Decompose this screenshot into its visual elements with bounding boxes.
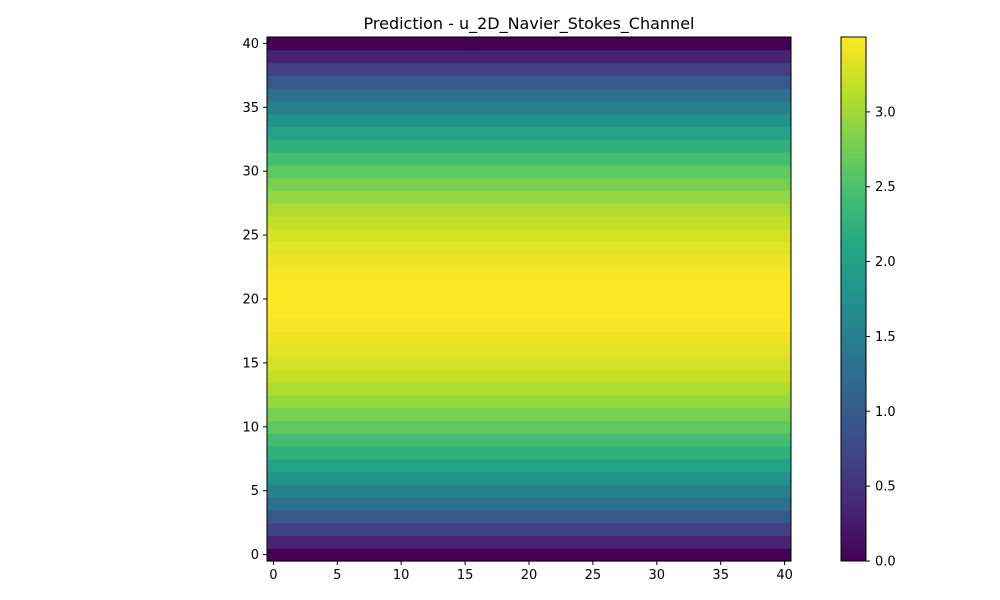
heatmap-row — [267, 49, 791, 64]
heatmap-row — [267, 241, 791, 255]
heatmap-row — [267, 382, 791, 396]
x-tick-label: 40 — [776, 568, 793, 583]
heatmap-row — [267, 330, 791, 345]
y-axis: 0 5 10 15 20 25 30 35 40 — [242, 37, 267, 563]
y-tick-label: 20 — [242, 293, 259, 308]
colorbar-tick-label: 1.5 — [875, 330, 896, 345]
y-tick-label: 40 — [242, 37, 259, 52]
heatmap-row — [267, 458, 791, 473]
heatmap-row — [267, 75, 791, 89]
heatmap-row — [267, 254, 791, 268]
heatmap-row — [267, 203, 791, 217]
colorbar-tick-label: 1.0 — [875, 405, 896, 420]
colorbar-tick-label: 0.0 — [875, 555, 896, 570]
x-tick-label: 15 — [457, 568, 474, 583]
y-tick-label: 5 — [251, 484, 259, 499]
heatmap-row — [267, 177, 791, 191]
heatmap-row — [267, 509, 791, 524]
heatmap-row — [267, 356, 791, 370]
heatmap-row — [267, 394, 791, 409]
heatmap-row — [267, 343, 791, 358]
heatmap-row — [267, 37, 791, 51]
x-tick-label: 25 — [585, 568, 602, 583]
heatmap-row — [267, 305, 791, 319]
x-tick-label: 0 — [269, 568, 277, 583]
heatmap-row — [267, 100, 791, 115]
heatmap-cells — [267, 37, 791, 562]
heatmap-row — [267, 471, 791, 485]
y-tick-label: 30 — [242, 165, 259, 180]
x-tick-label: 35 — [712, 568, 729, 583]
colorbar-tick-label: 2.5 — [875, 180, 896, 195]
y-tick-label: 0 — [251, 548, 259, 563]
y-tick-label: 10 — [242, 420, 259, 435]
heatmap-row — [267, 139, 791, 153]
colorbar-tick-label: 2.0 — [875, 255, 896, 270]
y-tick-label: 15 — [242, 356, 259, 371]
x-tick-label: 20 — [521, 568, 538, 583]
colorbar — [840, 36, 867, 562]
x-tick-label: 30 — [649, 568, 666, 583]
heatmap-row — [267, 548, 791, 562]
heatmap-row — [267, 113, 791, 128]
heatmap-row — [267, 292, 791, 306]
y-tick-label: 25 — [242, 229, 259, 244]
heatmap-row — [267, 433, 791, 447]
heatmap-row — [267, 279, 791, 294]
heatmap-row — [267, 484, 791, 498]
x-tick-label: 5 — [333, 568, 341, 583]
heatmap-row — [267, 215, 791, 230]
heatmap-row — [267, 407, 791, 422]
colorbar-axis: 0.0 0.5 1.0 1.5 2.0 2.5 3.0 — [866, 105, 896, 570]
heatmap-row — [267, 228, 791, 243]
y-tick-label: 35 — [242, 101, 259, 116]
heatmap-row — [267, 445, 791, 460]
chart-title: Prediction - u_2D_Navier_Stokes_Channel — [364, 14, 695, 34]
heatmap-row — [267, 164, 791, 179]
heatmap-row — [267, 522, 791, 537]
heatmap-row — [267, 497, 791, 511]
heatmap-row — [267, 190, 791, 204]
heatmap-row — [267, 152, 791, 166]
heatmap-row — [267, 267, 791, 281]
x-axis: 0 5 10 15 20 25 30 35 40 — [269, 561, 793, 583]
heatmap-row — [267, 318, 791, 332]
x-tick-label: 10 — [393, 568, 410, 583]
heatmap-row — [267, 420, 791, 434]
heatmap-row — [267, 369, 791, 383]
heatmap-row — [267, 126, 791, 140]
heatmap-row — [267, 535, 791, 549]
heatmap-row — [267, 88, 791, 102]
colorbar-tick-label: 3.0 — [875, 105, 896, 120]
heatmap-row — [267, 62, 791, 76]
colorbar-tick-label: 0.5 — [875, 480, 896, 495]
